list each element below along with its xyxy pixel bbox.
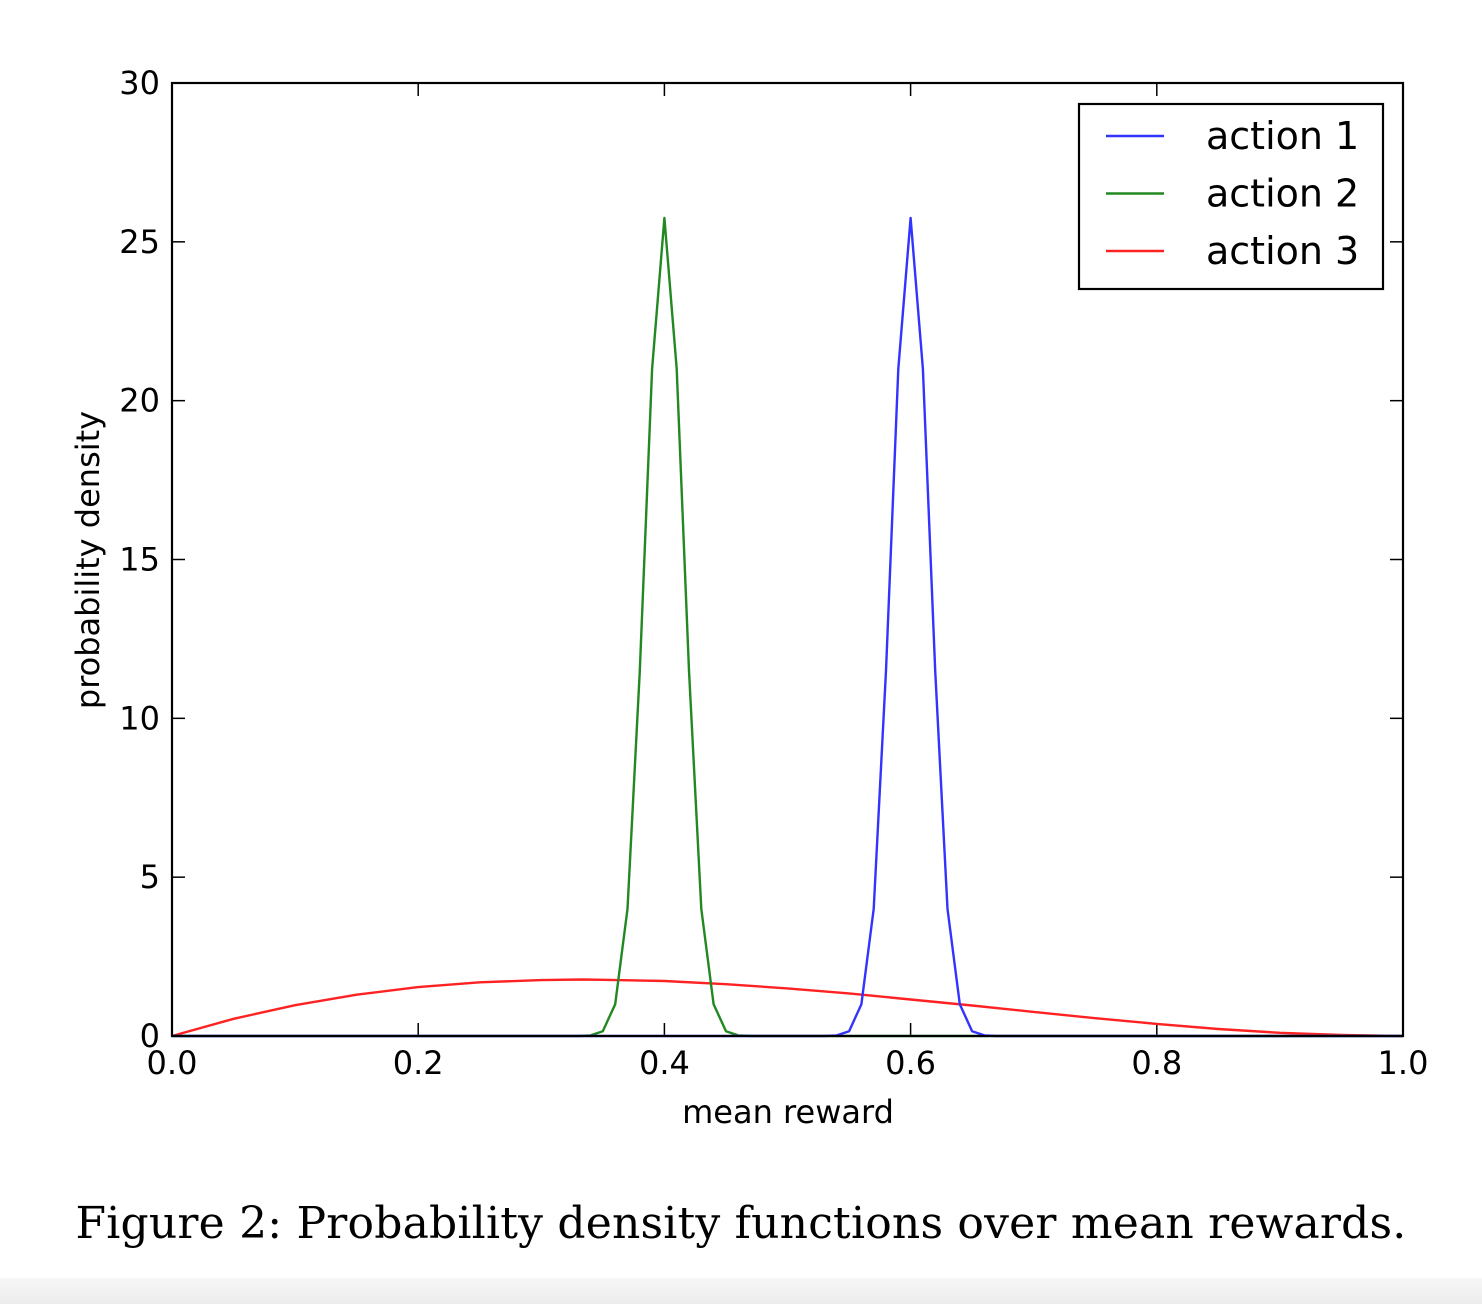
x-tick-label: 0.2 [393, 1044, 444, 1082]
x-axis-label: mean reward [682, 1093, 894, 1131]
plot-frame [170, 81, 1405, 1038]
y-tick-label: 10 [119, 699, 160, 737]
legend-label: action 1 [1206, 114, 1359, 158]
y-tick-label: 0 [140, 1017, 160, 1055]
series-line-action-2 [172, 216, 1403, 1038]
y-tick-label: 15 [119, 541, 160, 579]
y-axis-label: probability density [69, 411, 107, 709]
x-tick-label: 0.8 [1131, 1044, 1182, 1082]
bottom-strip [0, 1278, 1482, 1304]
chart: 0.0 0.2 0.4 0.6 0.8 1.0 0 5 10 15 20 25 30 mean rewa… [69, 64, 1428, 1131]
legend-label: action 3 [1206, 229, 1359, 273]
series-line-action-1 [172, 216, 1403, 1038]
legend: action 1 action 2 action 3 [1077, 102, 1385, 291]
x-tick-label: 1.0 [1378, 1044, 1429, 1082]
series-line-action-3 [171, 978, 1404, 1038]
figure-caption: Figure 2: Probability density functions … [75, 1198, 1407, 1249]
series-lines [171, 216, 1404, 1038]
tick-labels: 0.0 0.2 0.4 0.6 0.8 1.0 0 5 10 15 20 25 30 [119, 64, 1428, 1082]
y-tick-label: 25 [119, 223, 160, 261]
y-tick-label: 20 [119, 382, 160, 420]
x-tick-label: 0.4 [639, 1044, 690, 1082]
y-tick-label: 30 [119, 64, 160, 102]
x-tick-label: 0.0 [147, 1044, 198, 1082]
legend-label: action 2 [1206, 172, 1359, 216]
y-tick-label: 5 [140, 858, 160, 896]
x-tick-label: 0.6 [885, 1044, 936, 1082]
